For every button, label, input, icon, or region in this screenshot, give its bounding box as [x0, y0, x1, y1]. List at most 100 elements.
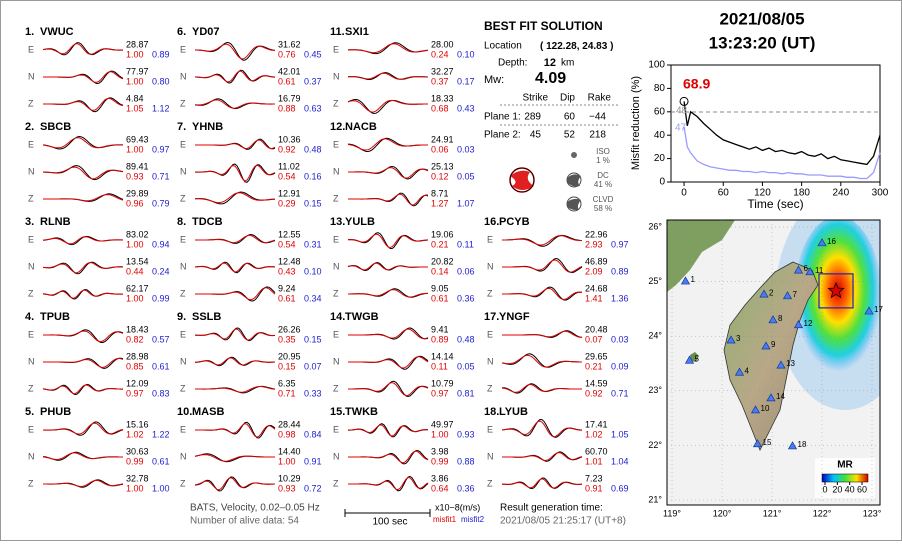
- component-label: E: [333, 139, 339, 149]
- lon-label: 119°: [663, 508, 681, 518]
- misfit2: 0.37: [304, 76, 322, 86]
- amplitude: 19.06: [431, 229, 454, 239]
- y-tick-label: 40: [654, 130, 666, 141]
- map-frame: [666, 219, 881, 506]
- misfit1: 0.85: [126, 361, 144, 371]
- station-marker: [793, 265, 804, 274]
- misfit2: 0.24: [152, 266, 170, 276]
- misfit1: 0.35: [278, 334, 296, 344]
- station-label: 7: [793, 290, 798, 299]
- legend-tick-label: 0: [822, 484, 827, 494]
- waveform: [43, 422, 124, 435]
- plane-header: Rake: [588, 93, 612, 104]
- component-label: N: [333, 166, 340, 176]
- misfit1: 0.92: [585, 388, 603, 398]
- component-label: N: [180, 451, 187, 461]
- component-label: E: [28, 329, 34, 339]
- misfit2: 0.89: [152, 49, 170, 59]
- misfit2: 0.79: [152, 198, 170, 208]
- waveform: [195, 139, 276, 150]
- misfit1: 0.93: [278, 483, 296, 493]
- misfit1: 2.09: [585, 266, 603, 276]
- black-start-label: 48: [676, 106, 688, 117]
- station-label: 13: [786, 359, 795, 368]
- component-label: E: [333, 424, 339, 434]
- misfit2: 0.15: [304, 334, 322, 344]
- amplitude: 42.01: [278, 66, 301, 76]
- station-label: 4: [745, 366, 750, 375]
- amplitude: 29.89: [126, 188, 149, 198]
- component-label: N: [28, 166, 35, 176]
- misfit1: 1.00: [431, 429, 449, 439]
- component-label: N: [180, 261, 187, 271]
- waveform: [43, 330, 124, 343]
- waveform: [42, 452, 123, 461]
- misfit1: 1.00: [126, 293, 144, 303]
- amplitude: 9.05: [431, 283, 449, 293]
- misfit2: 0.89: [611, 266, 629, 276]
- misfit1: 0.96: [126, 198, 144, 208]
- amplitude: 8.71: [431, 188, 449, 198]
- misfit1: 0.24: [431, 49, 449, 59]
- x-tick-label: 60: [718, 188, 730, 199]
- station-label: 10: [761, 404, 770, 413]
- station-label: 5: [695, 354, 700, 363]
- component-label: E: [180, 44, 186, 54]
- x-tick-label: 180: [793, 188, 810, 199]
- y-axis-label: Misfit reduction (%): [630, 76, 642, 170]
- station-label: 17: [874, 305, 883, 314]
- misfit2: 0.15: [304, 198, 322, 208]
- amplitude: 29.65: [585, 351, 608, 361]
- amplitude: 12.48: [278, 256, 301, 266]
- misfit1: 0.76: [278, 49, 296, 59]
- misfit2: 0.06: [457, 266, 475, 276]
- plane-value: 60: [564, 112, 576, 123]
- station-label: 1: [691, 275, 696, 284]
- misfit-plot: 0 20 40 60 80 100 0 60 120 180 240 300 Misfit reduct…: [630, 60, 889, 212]
- legend-tick-label: 20: [832, 484, 842, 494]
- misfit1: 0.97: [431, 388, 449, 398]
- misfit2: 0.97: [611, 239, 629, 249]
- lat-label: 22°: [648, 440, 662, 450]
- misfit1: 0.29: [278, 198, 296, 208]
- misfit1: 0.43: [278, 266, 296, 276]
- decomp-value: 41 %: [594, 180, 612, 189]
- station-label: 11: [815, 266, 824, 275]
- waveform: [348, 233, 429, 249]
- mw-label: Mw:: [484, 74, 504, 86]
- station-number: 13.: [330, 216, 345, 228]
- amplitude: 9.41: [431, 324, 449, 334]
- waveform: [502, 287, 583, 301]
- station-label: 12: [804, 319, 813, 328]
- amplitude: 32.78: [126, 473, 149, 483]
- waveform: [194, 477, 275, 491]
- amplitude: 9.24: [278, 283, 296, 293]
- waveform: [501, 383, 582, 393]
- component-label: N: [28, 451, 35, 461]
- waveform: [194, 262, 276, 273]
- waveform: [194, 164, 276, 182]
- station-label: 14: [776, 392, 785, 401]
- plane-value: 289: [524, 112, 541, 123]
- station-number: 12.: [330, 121, 345, 133]
- waveform: [502, 259, 583, 273]
- component-label: N: [180, 166, 187, 176]
- component-label: E: [28, 234, 34, 244]
- amplitude: 83.02: [126, 229, 149, 239]
- amplitude: 20.48: [585, 324, 608, 334]
- misfit1: 0.61: [278, 293, 296, 303]
- station-number: 4.: [25, 311, 34, 323]
- station-number: 18.: [484, 406, 499, 418]
- amplitude: 62.17: [126, 283, 149, 293]
- waveforms: [42, 41, 583, 492]
- plane-label: Plane 2:: [484, 130, 521, 141]
- punctuation: (: [540, 41, 546, 52]
- misfit1: 0.92: [278, 144, 296, 154]
- y-tick-label: 20: [654, 153, 666, 164]
- station-name: VWUC: [40, 26, 74, 38]
- component-label: N: [487, 261, 494, 271]
- amplitude: 22.96: [585, 229, 608, 239]
- misfit2: 0.43: [457, 103, 475, 113]
- waveform: [347, 99, 428, 113]
- lon-label: 122°: [813, 508, 832, 518]
